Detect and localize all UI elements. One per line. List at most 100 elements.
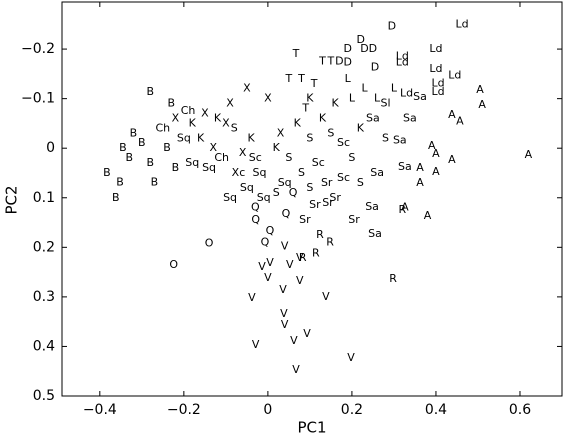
x-tick-label: 0.2 [341, 402, 363, 418]
point-label: D [369, 42, 377, 55]
point-label: Sc [337, 171, 350, 184]
point-label: V [252, 338, 260, 351]
point-label: R [316, 228, 324, 241]
x-tick-label: −0.2 [167, 402, 201, 418]
point-label: Sq [177, 131, 191, 144]
point-label: V [292, 363, 300, 376]
point-label: Sc [337, 136, 350, 149]
point-label: B [151, 175, 159, 188]
point-label: T [292, 47, 300, 60]
point-label: Q [261, 235, 270, 248]
point-label: D [343, 42, 351, 55]
point-label: Sq [252, 166, 266, 179]
point-label: V [303, 327, 311, 340]
point-label: D [356, 33, 364, 46]
point-label: B [146, 156, 154, 169]
point-label: Q [266, 224, 275, 237]
point-label: K [247, 131, 255, 144]
point-label: Sq [202, 161, 216, 174]
point-label: Sr [329, 191, 341, 204]
point-label: V [281, 318, 289, 331]
point-label: S [327, 126, 334, 139]
y-tick-label: 0.4 [33, 338, 55, 354]
point-label: K [189, 116, 197, 129]
point-label: O [169, 258, 178, 271]
point-label: Sc [312, 156, 325, 169]
point-label: B [146, 85, 154, 98]
point-label: V [279, 283, 287, 296]
point-label: Ch [214, 151, 229, 164]
point-label: D [343, 55, 351, 68]
point-label: V [280, 307, 288, 320]
point-label: B [172, 161, 180, 174]
point-label: V [248, 291, 256, 304]
point-label: A [424, 209, 432, 222]
point-label: A [432, 147, 440, 160]
point-label: B [130, 126, 138, 139]
point-label: A [478, 98, 486, 111]
point-label: Q [251, 201, 260, 214]
point-label: R [399, 203, 407, 216]
point-label: V [266, 256, 274, 269]
point-label: X [201, 107, 209, 120]
point-label: K [331, 97, 339, 110]
point-label: Ld [431, 76, 444, 89]
point-label: A [448, 108, 456, 121]
point-label: A [456, 114, 464, 127]
point-label: A [448, 153, 456, 166]
point-label: A [416, 161, 424, 174]
y-tick-label: −0.1 [21, 91, 55, 107]
point-label: Sr [348, 213, 360, 226]
x-tick-label: 0.4 [425, 402, 447, 418]
point-label: V [347, 351, 355, 364]
point-label: S [231, 121, 238, 134]
point-label: D [360, 42, 368, 55]
point-label: D [371, 60, 379, 73]
point-label: Sa [370, 166, 384, 179]
point-label: V [264, 271, 272, 284]
point-label: Sc [249, 151, 262, 164]
point-label: X [226, 97, 234, 110]
point-label: L [374, 92, 381, 105]
point-label: Sl [381, 97, 391, 110]
point-label: R [326, 235, 334, 248]
point-label: L [349, 92, 356, 105]
point-label: Sq [257, 191, 271, 204]
point-label: S [273, 186, 280, 199]
point-label: B [119, 141, 127, 154]
point-label: S [348, 151, 355, 164]
point-label: Sa [365, 200, 379, 213]
point-label: K [294, 116, 302, 129]
point-label: V [281, 239, 289, 252]
point-label: B [103, 166, 111, 179]
point-label: O [205, 236, 214, 249]
point-label: A [525, 148, 533, 161]
point-label: T [310, 77, 318, 90]
point-label: X [277, 126, 285, 139]
point-label: Sr [321, 176, 333, 189]
point-label: X [172, 111, 180, 124]
point-label: D [335, 54, 343, 67]
point-label: T [285, 72, 293, 85]
point-label: Ld [455, 17, 468, 30]
point-label: R [299, 251, 307, 264]
point-label: Sa [413, 90, 427, 103]
point-label: Sr [309, 198, 321, 211]
y-tick-label: 0.2 [33, 239, 55, 255]
x-tick-label: 0 [263, 402, 272, 418]
point-label: V [290, 334, 298, 347]
y-tick-label: 0.3 [33, 289, 55, 305]
x-tick-label: 0.6 [509, 402, 531, 418]
point-label: Q [289, 186, 298, 199]
point-label: Sa [368, 227, 382, 240]
point-label: Ld [400, 87, 413, 100]
point-label: K [319, 111, 327, 124]
point-label: V [322, 290, 330, 303]
point-label: X [239, 146, 247, 159]
point-label: Sr [322, 196, 334, 209]
point-label: Sr [299, 213, 311, 226]
point-label: B [167, 97, 175, 110]
point-label: Ld [448, 68, 461, 81]
point-label: Sa [398, 160, 412, 173]
